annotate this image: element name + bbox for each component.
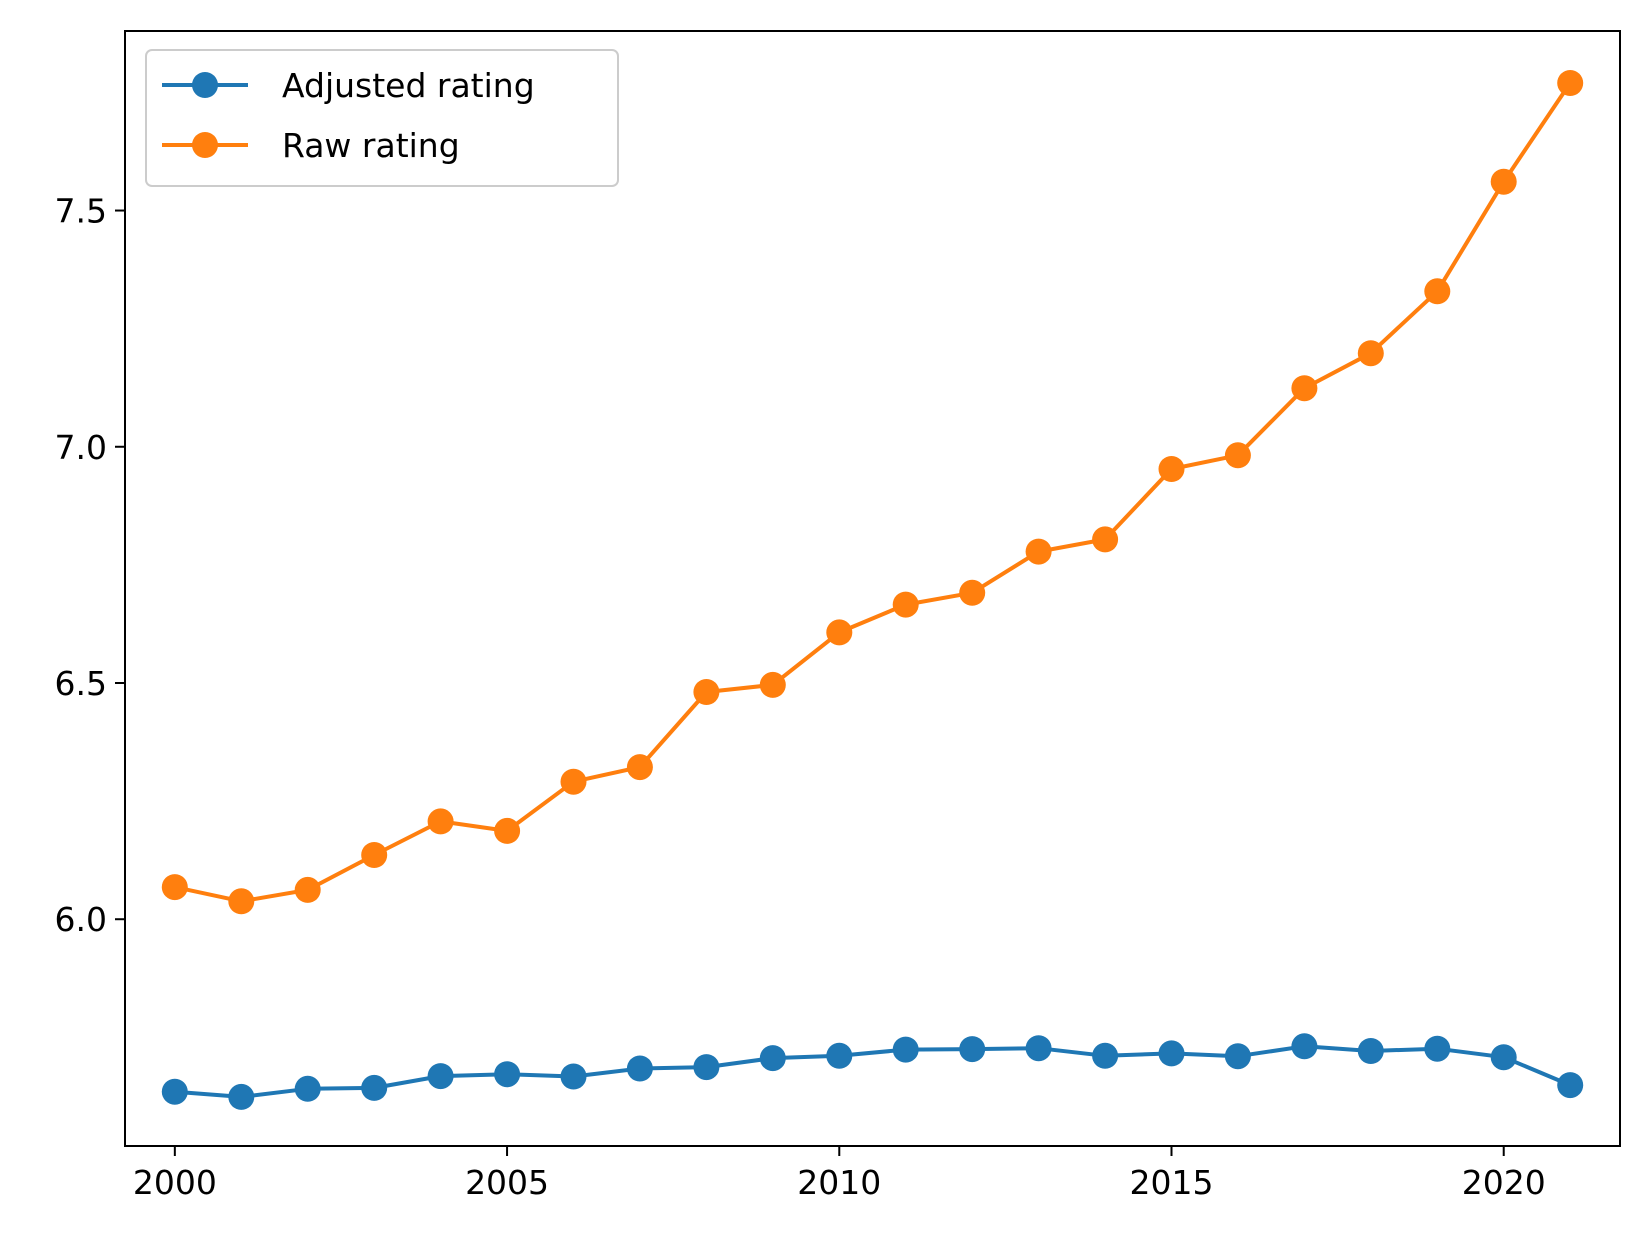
legend-label: Raw rating <box>282 126 460 165</box>
data-point <box>161 1078 188 1105</box>
data-point <box>1224 442 1251 469</box>
data-point <box>1224 1043 1251 1070</box>
data-point <box>626 1055 653 1082</box>
legend-item: Adjusted rating <box>162 66 535 105</box>
data-point <box>1557 70 1584 96</box>
legend-marker <box>192 132 218 158</box>
data-point <box>892 591 919 618</box>
data-point <box>1092 526 1119 553</box>
y-tick-label: 6.5 <box>55 664 107 703</box>
x-tick-label: 2020 <box>1462 1163 1546 1202</box>
series-layer <box>161 70 1584 1110</box>
data-point <box>294 1075 321 1102</box>
data-point <box>560 1063 587 1090</box>
data-point <box>1291 1033 1318 1060</box>
data-point <box>427 808 454 835</box>
x-tick-label: 2010 <box>797 1163 881 1202</box>
data-point <box>494 817 521 844</box>
data-point <box>1092 1042 1119 1069</box>
data-point <box>1158 1040 1185 1067</box>
data-point <box>228 888 255 915</box>
data-point <box>161 874 188 901</box>
y-tick-label: 6.0 <box>55 900 107 939</box>
y-tick-label: 7.0 <box>55 428 107 467</box>
data-point <box>1025 1035 1052 1062</box>
data-point <box>560 768 587 795</box>
x-tick-label: 2005 <box>465 1163 549 1202</box>
data-point <box>361 1074 388 1101</box>
data-point <box>1291 375 1318 402</box>
data-point <box>892 1036 919 1063</box>
data-point <box>1424 278 1451 305</box>
data-point <box>1490 168 1517 195</box>
data-point <box>1025 538 1052 565</box>
data-point <box>1158 456 1185 482</box>
data-point <box>693 1054 720 1081</box>
data-point <box>228 1083 255 1110</box>
series-line <box>174 1044 1571 1099</box>
x-tick-label: 2000 <box>133 1163 217 1202</box>
data-point <box>1490 1044 1517 1071</box>
data-point <box>959 579 986 606</box>
x-tick-label: 2015 <box>1130 1163 1214 1202</box>
data-point <box>693 679 720 705</box>
data-point <box>826 619 853 646</box>
data-point <box>494 1061 521 1088</box>
data-point <box>826 1042 853 1069</box>
data-point <box>1357 340 1384 367</box>
data-point <box>294 876 321 903</box>
series-1 <box>161 1033 1584 1110</box>
legend-label: Adjusted rating <box>282 66 535 105</box>
series-2 <box>161 70 1584 915</box>
legend-box <box>145 49 619 187</box>
x-axis: 2000 2005 2010 2015 2020 <box>133 1146 1546 1202</box>
data-point <box>1557 1072 1584 1099</box>
data-point <box>1424 1035 1451 1062</box>
y-axis: 6.0 6.5 7.0 7.5 <box>55 192 125 939</box>
legend-item: Raw rating <box>162 126 460 165</box>
data-point <box>626 754 653 781</box>
data-point <box>759 671 786 698</box>
y-tick-label: 7.5 <box>55 192 107 231</box>
plot-frame <box>124 30 1621 1147</box>
data-point <box>959 1036 986 1063</box>
legend: Adjusted rating Raw rating <box>145 49 619 187</box>
data-point <box>361 842 388 868</box>
series-line <box>174 81 1572 904</box>
data-point <box>759 1045 786 1072</box>
data-point <box>1357 1038 1384 1064</box>
legend-marker <box>192 72 218 98</box>
data-point <box>427 1063 454 1090</box>
